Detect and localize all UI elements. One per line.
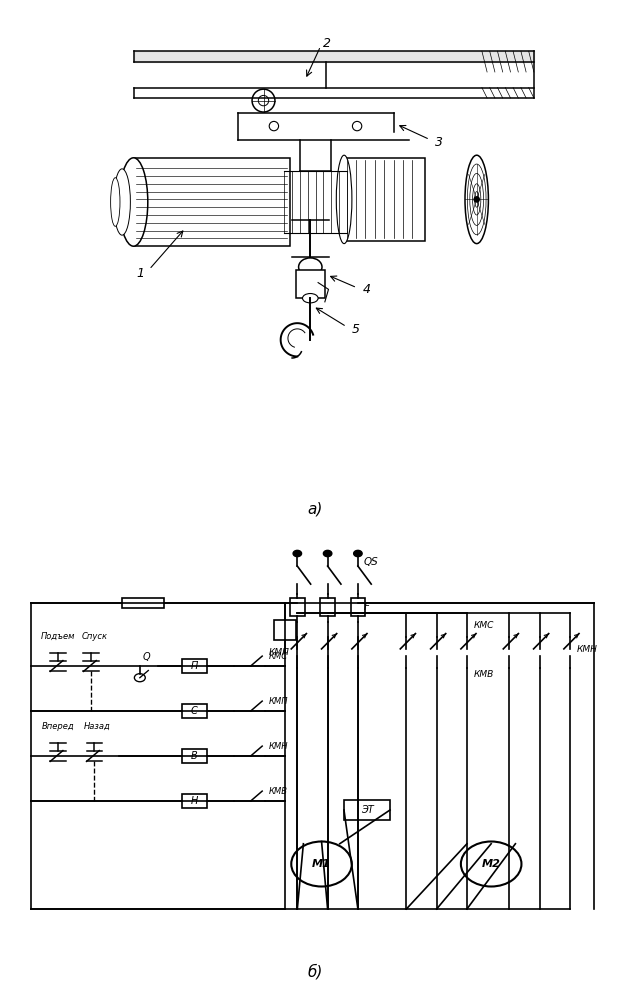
Circle shape	[292, 842, 352, 886]
Bar	[344, 800, 390, 820]
Text: П: П	[191, 661, 198, 671]
Text: 2: 2	[323, 37, 331, 50]
Bar	[290, 598, 305, 616]
Text: ЭТ: ЭТ	[360, 805, 374, 815]
Text: Вперед: Вперед	[42, 722, 74, 731]
Text: 4: 4	[362, 283, 370, 296]
Ellipse shape	[302, 294, 318, 303]
Text: КМП: КМП	[269, 648, 290, 657]
Circle shape	[353, 550, 362, 557]
Circle shape	[269, 121, 278, 131]
Circle shape	[461, 842, 521, 886]
Ellipse shape	[465, 155, 488, 244]
Text: КМП: КМП	[269, 697, 288, 706]
Text: 1: 1	[136, 267, 144, 280]
Text: F: F	[364, 602, 370, 612]
Ellipse shape	[119, 158, 148, 246]
Ellipse shape	[298, 258, 322, 276]
Bar	[182, 659, 207, 673]
Circle shape	[353, 121, 362, 131]
Text: Подъем: Подъем	[41, 632, 75, 641]
Text: КМВ: КМВ	[269, 787, 288, 796]
Text: 3: 3	[435, 136, 443, 149]
Circle shape	[474, 197, 480, 202]
Text: QS: QS	[364, 558, 379, 568]
Bar	[182, 749, 207, 763]
Text: Назад: Назад	[84, 722, 111, 731]
Text: M2: M2	[481, 859, 500, 869]
Text: а): а)	[308, 501, 323, 516]
Text: б): б)	[308, 964, 323, 980]
Circle shape	[323, 550, 332, 557]
Bar	[351, 598, 365, 616]
Text: КМН: КМН	[269, 742, 288, 751]
Bar	[182, 794, 207, 808]
Text: КМН: КМН	[577, 646, 598, 654]
Text: Спуск: Спуск	[81, 632, 107, 641]
Bar	[274, 620, 296, 640]
Ellipse shape	[114, 169, 131, 235]
Text: КМВ: КМВ	[475, 670, 495, 679]
Bar	[122, 598, 164, 608]
Circle shape	[293, 550, 302, 557]
Text: В: В	[191, 751, 198, 761]
Text: С: С	[191, 706, 198, 716]
Ellipse shape	[336, 155, 352, 244]
Ellipse shape	[110, 178, 120, 226]
Circle shape	[252, 89, 275, 112]
Text: КМС: КМС	[269, 652, 288, 661]
Bar	[321, 598, 335, 616]
Text: Н: Н	[191, 796, 198, 806]
Text: 5: 5	[352, 323, 360, 336]
Bar	[182, 704, 207, 718]
Text: КМС: КМС	[475, 621, 495, 630]
Text: M1: M1	[312, 859, 331, 869]
Text: Q: Q	[143, 652, 150, 662]
Bar	[134, 158, 290, 246]
Bar	[344, 158, 425, 241]
Bar	[296, 270, 325, 298]
